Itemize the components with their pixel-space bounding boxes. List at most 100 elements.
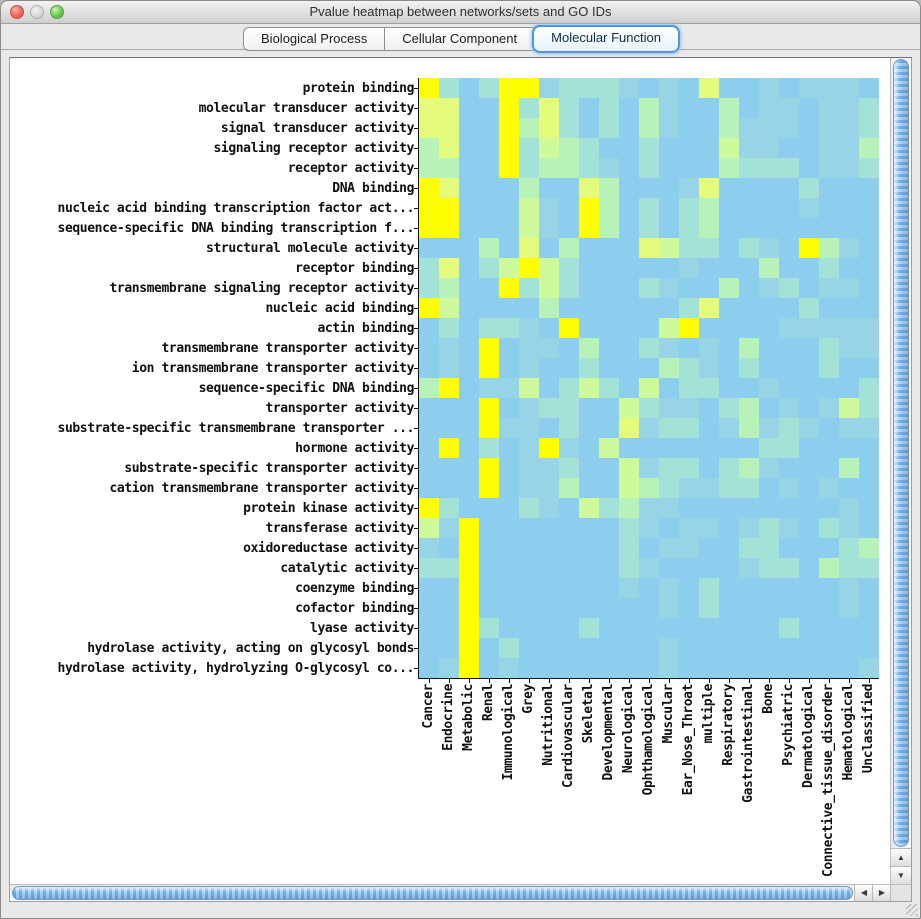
heatmap-cell xyxy=(639,578,659,598)
heatmap-cell xyxy=(459,178,479,198)
heatmap-cell xyxy=(679,198,699,218)
heatmap-cell xyxy=(519,418,539,438)
close-button[interactable] xyxy=(10,5,24,19)
heatmap-cell xyxy=(459,218,479,238)
heatmap-cell xyxy=(779,158,799,178)
heatmap-cell xyxy=(579,298,599,318)
heatmap-cell xyxy=(579,618,599,638)
heatmap-cell xyxy=(779,518,799,538)
heatmap-cell xyxy=(859,278,879,298)
heatmap-cell xyxy=(839,618,859,638)
heatmap-cell xyxy=(559,218,579,238)
heatmap-cell xyxy=(659,158,679,178)
heatmap-cell xyxy=(799,178,819,198)
heatmap-cell xyxy=(439,78,459,98)
heatmap-cell xyxy=(739,518,759,538)
horizontal-scrollbar-thumb[interactable] xyxy=(12,886,853,900)
heatmap-cell xyxy=(639,538,659,558)
tab-molecular-function[interactable]: Molecular Function xyxy=(532,25,680,53)
titlebar[interactable]: Pvalue heatmap between networks/sets and… xyxy=(1,1,920,24)
row-label: sequence-specific DNA binding xyxy=(198,381,415,396)
column-label: Psychiatric xyxy=(781,684,796,766)
row-label: catalytic activity xyxy=(280,561,414,576)
heatmap-cell xyxy=(439,518,459,538)
scroll-down-button[interactable]: ▼ xyxy=(891,866,911,885)
heatmap-cell xyxy=(579,378,599,398)
vertical-scrollbar[interactable]: ▲ ▼ xyxy=(890,58,911,885)
heatmap-cell xyxy=(419,438,439,458)
heatmap-cell xyxy=(499,358,519,378)
heatmap-cell xyxy=(419,258,439,278)
heatmap-cell xyxy=(539,618,559,638)
heatmap-cell xyxy=(539,638,559,658)
heatmap-cell xyxy=(519,498,539,518)
heatmap-cell xyxy=(539,358,559,378)
heatmap-cell xyxy=(679,318,699,338)
heatmap-cell xyxy=(759,478,779,498)
heatmap-cell xyxy=(779,218,799,238)
heatmap-cell xyxy=(739,658,759,678)
heatmap-cell xyxy=(459,98,479,118)
heatmap-cell xyxy=(419,638,439,658)
heatmap-cell xyxy=(419,498,439,518)
heatmap-cell xyxy=(739,618,759,638)
scroll-left-button[interactable]: ◀ xyxy=(854,885,873,901)
heatmap-cell xyxy=(859,258,879,278)
heatmap-cell xyxy=(619,398,639,418)
tab-bar: Biological Process Cellular Component Mole… xyxy=(1,24,920,53)
vertical-scrollbar-thumb[interactable] xyxy=(893,59,909,847)
heatmap-cell xyxy=(439,478,459,498)
heatmap-cell xyxy=(839,578,859,598)
heatmap-cell xyxy=(699,438,719,458)
scroll-up-button[interactable]: ▲ xyxy=(891,848,911,867)
heatmap-cell xyxy=(659,278,679,298)
heatmap-cell xyxy=(799,158,819,178)
heatmap-cell xyxy=(839,198,859,218)
heatmap-cell xyxy=(479,198,499,218)
heatmap-cell xyxy=(719,218,739,238)
horizontal-scrollbar[interactable]: ◀ ▶ xyxy=(10,884,891,901)
row-label: signaling receptor activity xyxy=(213,141,414,156)
heatmap-cell xyxy=(559,238,579,258)
tab-biological-process[interactable]: Biological Process xyxy=(243,27,386,51)
row-label: actin binding xyxy=(317,321,414,336)
heatmap-cell xyxy=(619,618,639,638)
heatmap-cell xyxy=(459,78,479,98)
column-label: Metabolic xyxy=(461,684,476,751)
heatmap-cell xyxy=(639,178,659,198)
heatmap-cell xyxy=(439,278,459,298)
heatmap-cell xyxy=(419,358,439,378)
heatmap-cell xyxy=(659,298,679,318)
heatmap-cell xyxy=(499,658,519,678)
heatmap-cell xyxy=(779,358,799,378)
heatmap-cell xyxy=(619,118,639,138)
y-axis-tick xyxy=(414,128,419,129)
tab-cellular-component[interactable]: Cellular Component xyxy=(384,27,536,51)
heatmap-cell xyxy=(519,538,539,558)
y-axis-tick xyxy=(414,288,419,289)
heatmap-cell xyxy=(499,518,519,538)
row-label: lyase activity xyxy=(310,621,414,636)
minimize-button[interactable] xyxy=(30,5,44,19)
heatmap-cell xyxy=(679,418,699,438)
heatmap-cell xyxy=(759,438,779,458)
heatmap-cell xyxy=(479,518,499,538)
heatmap-cell xyxy=(679,378,699,398)
heatmap-cell xyxy=(819,458,839,478)
zoom-button[interactable] xyxy=(50,5,64,19)
column-label: Nutritional xyxy=(541,684,556,766)
heatmap-cell xyxy=(559,498,579,518)
resize-grip[interactable] xyxy=(906,904,918,916)
heatmap-cell xyxy=(439,498,459,518)
heatmap-cell xyxy=(559,378,579,398)
scroll-right-button[interactable]: ▶ xyxy=(872,885,891,901)
heatmap-cell xyxy=(859,478,879,498)
y-axis-tick xyxy=(414,568,419,569)
heatmap-cell xyxy=(459,618,479,638)
row-label: hydrolase activity, acting on glycosyl b… xyxy=(87,641,414,656)
heatmap-cell xyxy=(479,238,499,258)
heatmap-cell xyxy=(439,578,459,598)
heatmap-cell xyxy=(579,518,599,538)
heatmap-cell xyxy=(639,558,659,578)
heatmap-cell xyxy=(479,638,499,658)
